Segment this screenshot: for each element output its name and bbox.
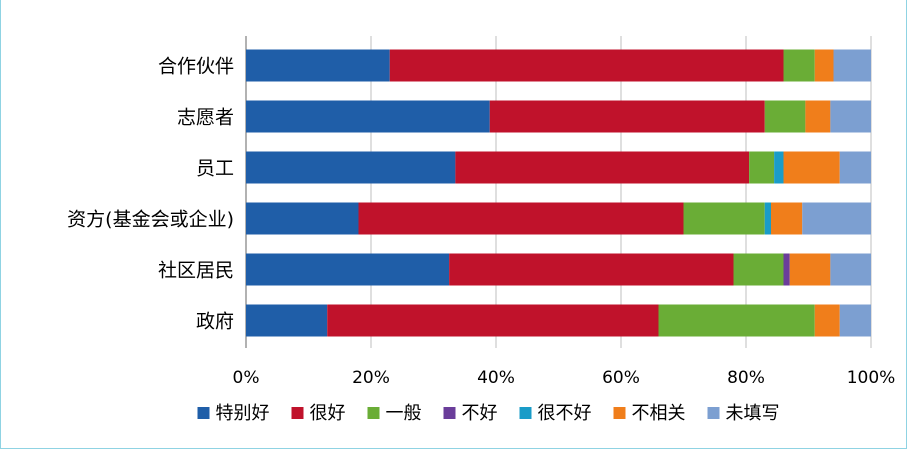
x-tick-label: 100% xyxy=(847,368,896,388)
bar-segment xyxy=(805,100,831,133)
bar-segment xyxy=(749,151,775,184)
bar-segment xyxy=(783,253,790,286)
bar-segment xyxy=(246,100,490,133)
x-tick-label: 60% xyxy=(602,368,640,388)
legend-label: 特别好 xyxy=(216,403,270,424)
legend-swatch xyxy=(707,407,720,419)
legend-label: 很好 xyxy=(310,403,346,424)
bar-segment xyxy=(455,151,750,184)
category-label: 政府 xyxy=(196,311,234,333)
legend-label: 未填写 xyxy=(726,403,780,424)
x-tick-label: 0% xyxy=(233,368,260,388)
bar-segment xyxy=(658,304,815,337)
bar-segment xyxy=(774,151,784,184)
bar-segment xyxy=(789,253,831,286)
legend-swatch xyxy=(197,407,210,419)
x-tick-label: 80% xyxy=(727,368,765,388)
bar-segment xyxy=(246,202,359,235)
x-tick-label: 20% xyxy=(352,368,390,388)
legend-label: 很不好 xyxy=(538,403,592,424)
legend-label: 不好 xyxy=(462,403,498,424)
bar-segment xyxy=(246,49,390,82)
bar-segment xyxy=(246,304,328,337)
legend-label: 一般 xyxy=(386,403,422,424)
category-label: 员工 xyxy=(196,158,234,180)
bar-segment xyxy=(839,151,871,184)
x-tick-label: 40% xyxy=(477,368,515,388)
bar-segment xyxy=(783,151,840,184)
bar-segment xyxy=(830,100,871,133)
bar-segment xyxy=(683,202,765,235)
legend-swatch xyxy=(613,407,626,419)
bar-segment xyxy=(449,253,734,286)
category-label: 社区居民 xyxy=(158,260,234,282)
bar-segment xyxy=(246,151,456,184)
bar-segment xyxy=(389,49,784,82)
bar-segment xyxy=(802,202,871,235)
bar-segment xyxy=(358,202,684,235)
legend-label: 不相关 xyxy=(632,403,686,424)
bar-segment xyxy=(839,304,871,337)
legend-swatch xyxy=(367,407,380,419)
bar-segment xyxy=(830,253,871,286)
category-label: 合作伙伴 xyxy=(158,56,234,78)
bar-segment xyxy=(833,49,871,82)
bar-segment xyxy=(246,253,450,286)
bar-segment xyxy=(489,100,765,133)
category-label: 志愿者 xyxy=(177,107,234,129)
bar-segment xyxy=(733,253,784,286)
legend-swatch xyxy=(291,407,304,419)
bar-segment xyxy=(814,304,840,337)
bar-segment xyxy=(764,100,806,133)
legend-swatch xyxy=(519,407,532,419)
bar-segment xyxy=(764,202,771,235)
bar-segment xyxy=(814,49,834,82)
category-label: 资方(基金会或企业) xyxy=(67,209,234,231)
bar-segment xyxy=(783,49,815,82)
bar-segment xyxy=(771,202,803,235)
legend-swatch xyxy=(443,407,456,419)
bar-segment xyxy=(327,304,659,337)
